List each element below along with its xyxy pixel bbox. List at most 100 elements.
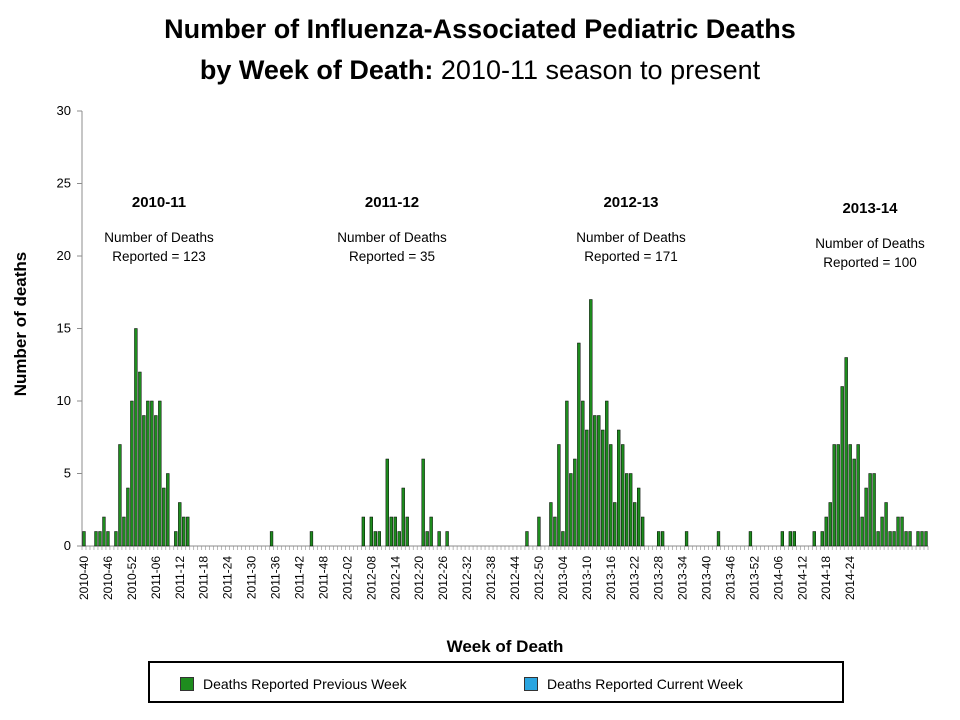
bar (820, 531, 824, 547)
bar (421, 458, 425, 547)
bar-chart: 0 5 10 15 20 25 30 Number of deaths 2010-40 2010-… (11, 103, 929, 656)
bar (102, 516, 106, 547)
bar (154, 415, 158, 547)
bar (142, 415, 146, 547)
bar (908, 531, 912, 547)
bar (445, 531, 449, 547)
bar (178, 502, 182, 547)
bar (896, 516, 900, 547)
bar (852, 458, 856, 547)
bar (138, 371, 142, 547)
bar (581, 400, 585, 547)
season-label: 2012-13 (603, 194, 658, 211)
bar (393, 516, 397, 547)
bar (888, 531, 892, 547)
x-tick-label: 2012-02 (340, 556, 354, 600)
bar (134, 328, 138, 547)
x-tick-label: 2012-08 (364, 556, 378, 600)
bar (186, 516, 190, 547)
bar (425, 531, 429, 547)
legend-label-current: Deaths Reported Current Week (547, 676, 743, 692)
y-tick-label: 15 (57, 321, 71, 336)
x-tick-label: 2010-52 (125, 556, 139, 600)
bar (82, 531, 86, 547)
season-deaths-line2: Reported = 123 (112, 249, 205, 264)
bar (848, 444, 852, 547)
y-tick-label: 0 (64, 538, 71, 553)
x-tick-label: 2014-06 (771, 556, 785, 600)
bar (856, 444, 860, 547)
bar (122, 516, 126, 547)
bar (94, 531, 98, 547)
bar (174, 531, 178, 547)
legend-item-current: Deaths Reported Current Week (524, 676, 743, 692)
y-tick-label: 30 (57, 103, 71, 118)
season-label: 2013-14 (842, 200, 898, 217)
bar (637, 487, 641, 547)
bar (577, 342, 581, 547)
bar (162, 487, 166, 547)
bar (872, 473, 876, 547)
bar (605, 400, 609, 547)
bar (585, 429, 589, 547)
y-tick-label: 20 (57, 248, 71, 263)
x-tick-label: 2013-16 (604, 556, 618, 600)
bar (828, 502, 832, 547)
x-tick-label: 2011-24 (221, 556, 235, 599)
x-tick-label: 2010-46 (101, 556, 115, 600)
bar (884, 502, 888, 547)
bar (385, 458, 389, 547)
bar (309, 531, 314, 547)
bar (840, 386, 844, 547)
bar (130, 400, 134, 547)
y-tick-label: 10 (57, 393, 71, 408)
bar (150, 400, 154, 547)
season-label: 2011-12 (365, 194, 419, 211)
bar (904, 531, 908, 547)
season-deaths-line2: Reported = 100 (823, 255, 916, 270)
x-tick-label: 2014-18 (819, 556, 833, 600)
legend-swatch-current (524, 677, 538, 691)
bar (748, 531, 753, 547)
bar (832, 444, 836, 547)
season-deaths-line1: Number of Deaths (815, 236, 925, 251)
chart-title: Number of Influenza-Associated Pediatric… (0, 12, 960, 46)
chart-legend: Deaths Reported Previous Week Deaths Rep… (148, 661, 844, 703)
bar (844, 357, 848, 547)
bar (106, 531, 110, 547)
y-axis-label: Number of deaths (11, 252, 30, 397)
bar (525, 531, 529, 547)
x-tick-label: 2012-50 (532, 556, 546, 600)
bar (182, 516, 186, 547)
bar (561, 531, 565, 547)
bar (389, 516, 393, 547)
bar (916, 531, 920, 547)
x-tick-label: 2011-42 (292, 556, 306, 599)
bar (900, 516, 904, 547)
bar (397, 531, 401, 547)
bar (369, 516, 373, 547)
x-tick-label: 2011-18 (197, 556, 211, 599)
bar (684, 531, 689, 547)
bar (401, 487, 405, 547)
chart-title-line2-normal: 2010-11 season to present (433, 55, 761, 85)
bar (118, 444, 122, 547)
x-tick-label: 2010-40 (77, 556, 91, 600)
bar (549, 502, 553, 547)
bar (437, 531, 441, 547)
bar (405, 516, 409, 547)
bar (593, 415, 597, 547)
season-deaths-line2: Reported = 171 (584, 249, 677, 264)
bar (569, 473, 573, 547)
bar (609, 444, 613, 547)
bar (146, 400, 150, 547)
bar (792, 531, 796, 547)
x-tick-label: 2013-40 (700, 556, 714, 600)
season-label: 2010-11 (132, 194, 186, 211)
x-tick-label: 2012-32 (460, 556, 474, 600)
x-tick-label: 2013-04 (556, 556, 570, 600)
bar (880, 516, 884, 547)
bar (876, 531, 880, 547)
season-deaths-line1: Number of Deaths (104, 230, 214, 245)
bar (597, 415, 601, 547)
